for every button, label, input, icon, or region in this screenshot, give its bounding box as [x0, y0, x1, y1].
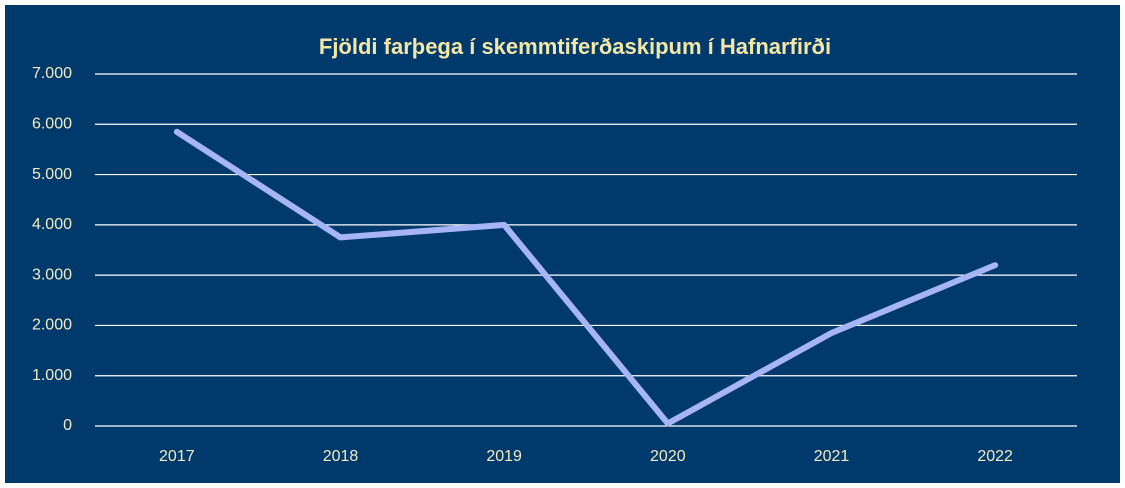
chart-background: [5, 5, 1120, 483]
y-tick-label: 3.000: [32, 266, 72, 283]
y-tick-label: 2.000: [32, 317, 72, 334]
y-tick-label: 7.000: [32, 65, 72, 82]
y-tick-label: 4.000: [32, 216, 72, 233]
y-tick-label: 0: [63, 417, 72, 434]
data-line: [173, 128, 999, 427]
x-tick-label: 2018: [323, 448, 359, 465]
chart-title: Fjöldi farþega í skemmtiferðaskipum í Ha…: [319, 34, 831, 59]
y-tick-label: 1.000: [32, 367, 72, 384]
y-tick-label: 5.000: [32, 166, 72, 183]
x-tick-label: 2021: [814, 448, 850, 465]
x-tick-label: 2020: [650, 448, 686, 465]
x-tick-label: 2017: [159, 448, 195, 465]
x-tick-label: 2022: [977, 448, 1013, 465]
y-tick-label: 6.000: [32, 116, 72, 133]
x-tick-label: 2019: [486, 448, 522, 465]
